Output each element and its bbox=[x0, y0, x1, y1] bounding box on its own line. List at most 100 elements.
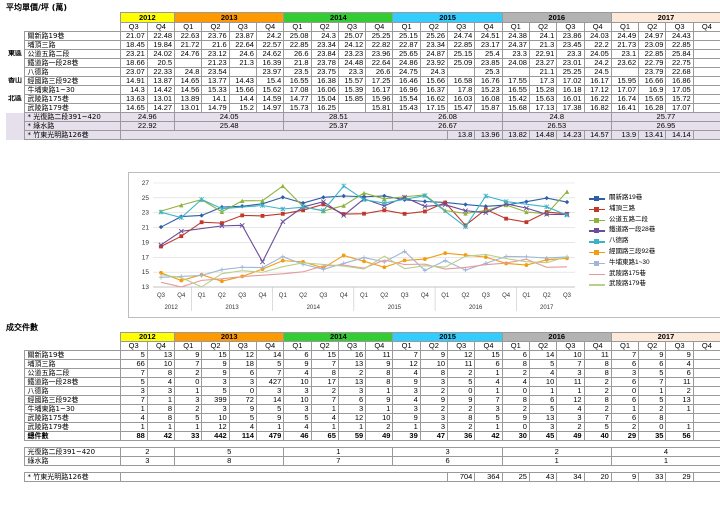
data-point bbox=[443, 200, 448, 205]
cell: 17.3 bbox=[528, 76, 558, 86]
cell: 13 bbox=[337, 359, 367, 369]
cell: 16.62 bbox=[419, 94, 449, 104]
cell: 13.77 bbox=[201, 76, 230, 86]
spacer-row bbox=[6, 441, 720, 448]
cell: 17.13 bbox=[528, 103, 558, 113]
cell: 16.86 bbox=[665, 76, 694, 86]
data-point bbox=[320, 199, 326, 205]
cell: 5 bbox=[201, 386, 230, 396]
cell: 7 bbox=[119, 368, 148, 378]
cell: 16.37 bbox=[419, 85, 449, 95]
yearly-cell: 1 bbox=[501, 456, 612, 466]
legend-label: 牛埔東路1~30 bbox=[609, 258, 650, 266]
legend-marker bbox=[594, 260, 599, 266]
cell: 16.28 bbox=[638, 103, 667, 113]
cell: 7 bbox=[556, 359, 585, 369]
cell: 7 bbox=[610, 350, 640, 360]
cell: 24.74 bbox=[447, 31, 476, 41]
cell: 26.6 bbox=[283, 49, 312, 59]
cell: 16.17 bbox=[583, 76, 612, 86]
x-tick-label: Q2 bbox=[543, 293, 552, 299]
cell: 14.27 bbox=[146, 103, 176, 113]
cell: 30 bbox=[501, 431, 530, 441]
yearly-cell: 4 bbox=[610, 447, 720, 457]
cell: 15.39 bbox=[337, 85, 367, 95]
cell: 23.12 bbox=[201, 49, 230, 59]
cell: 33 bbox=[174, 431, 203, 441]
row-label: 八德路 bbox=[23, 67, 121, 77]
cell: 15.57 bbox=[337, 76, 367, 86]
price-year-2012: 2012 bbox=[119, 12, 176, 23]
cell: 15.66 bbox=[419, 76, 449, 86]
data-point bbox=[178, 228, 184, 234]
cell: 13.01 bbox=[174, 103, 203, 113]
data-point bbox=[503, 201, 509, 207]
cell: 704 bbox=[447, 472, 476, 482]
cell: 16.08 bbox=[474, 94, 503, 104]
cell: 15.33 bbox=[201, 85, 230, 95]
cell: 7 bbox=[310, 359, 339, 369]
data-point bbox=[321, 267, 326, 272]
cell: 1 bbox=[174, 386, 203, 396]
legend-item: 埔頂三路 bbox=[587, 204, 655, 215]
quarter-label: Q2 bbox=[638, 341, 667, 351]
cell: 13 bbox=[337, 377, 367, 387]
cell: 22.85 bbox=[638, 49, 667, 59]
cell: 66 bbox=[119, 359, 148, 369]
cell: 2 bbox=[447, 422, 476, 432]
cell: 6 bbox=[501, 350, 530, 360]
cell: 7 bbox=[174, 359, 203, 369]
count-table: 2012 2013 2014 2015 2016 2017 Q3 Q4 Q1 Q2 Q3 Q4 Q1 Q2… bbox=[6, 332, 720, 482]
cell: 6 bbox=[528, 395, 558, 405]
cell: 427 bbox=[255, 377, 285, 387]
cell bbox=[501, 67, 530, 77]
data-point bbox=[179, 202, 184, 208]
cell: 6 bbox=[665, 368, 694, 378]
cell: 16.25 bbox=[310, 103, 339, 113]
cell bbox=[665, 413, 694, 423]
cell: 1 bbox=[474, 368, 503, 378]
cell: 25.08 bbox=[283, 31, 312, 41]
data-point bbox=[239, 222, 245, 228]
data-point bbox=[220, 221, 224, 226]
cell: 23.97 bbox=[255, 67, 285, 77]
row-label: * 竹東光明路126巷 bbox=[23, 472, 121, 482]
cell: 22.33 bbox=[146, 67, 176, 77]
quarter-label: Q1 bbox=[283, 341, 312, 351]
cell: 14.77 bbox=[283, 94, 312, 104]
cell: 23.34 bbox=[419, 40, 449, 50]
quarter-label: Q4 bbox=[365, 341, 394, 351]
cell: 23.62 bbox=[610, 58, 640, 68]
yearly-cell: 1 bbox=[283, 447, 394, 457]
cell: 17.02 bbox=[556, 76, 585, 86]
region-label bbox=[6, 68, 24, 77]
count-year-2013: 2013 bbox=[174, 332, 285, 342]
table-row: 關新路19巷 21.07 22.48 22.63 23.76 23.87 24.2 25.08… bbox=[6, 31, 720, 41]
cell: 11 bbox=[583, 350, 612, 360]
cell: 10 bbox=[283, 377, 312, 387]
quarter-label: Q2 bbox=[310, 22, 339, 32]
cell: 24.37 bbox=[501, 40, 530, 50]
y-tick-label: 13 bbox=[142, 284, 150, 291]
quarter-label: Q4 bbox=[255, 341, 285, 351]
cell: 10 bbox=[528, 377, 558, 387]
cell: 9 bbox=[392, 377, 421, 387]
cell bbox=[692, 40, 720, 50]
x-tick-label: Q3 bbox=[238, 293, 247, 299]
cell: 16.01 bbox=[556, 94, 585, 104]
data-point bbox=[179, 234, 184, 239]
cell: 4 bbox=[310, 413, 339, 423]
cell: 15.72 bbox=[665, 94, 694, 104]
data-point bbox=[361, 255, 367, 260]
cell: 8 bbox=[310, 368, 339, 378]
cell: 24.5 bbox=[583, 67, 612, 77]
price-year-2017: 2017 bbox=[610, 12, 720, 23]
region-label bbox=[6, 414, 24, 423]
cell: 15.95 bbox=[610, 76, 640, 86]
cell: 23.5 bbox=[283, 67, 312, 77]
price-section-title: 平均單價/坪 (萬) bbox=[6, 3, 68, 12]
cell: 5 bbox=[255, 359, 285, 369]
data-point bbox=[240, 198, 245, 204]
data-point bbox=[423, 257, 427, 261]
x-year-label: 2014 bbox=[307, 305, 321, 311]
